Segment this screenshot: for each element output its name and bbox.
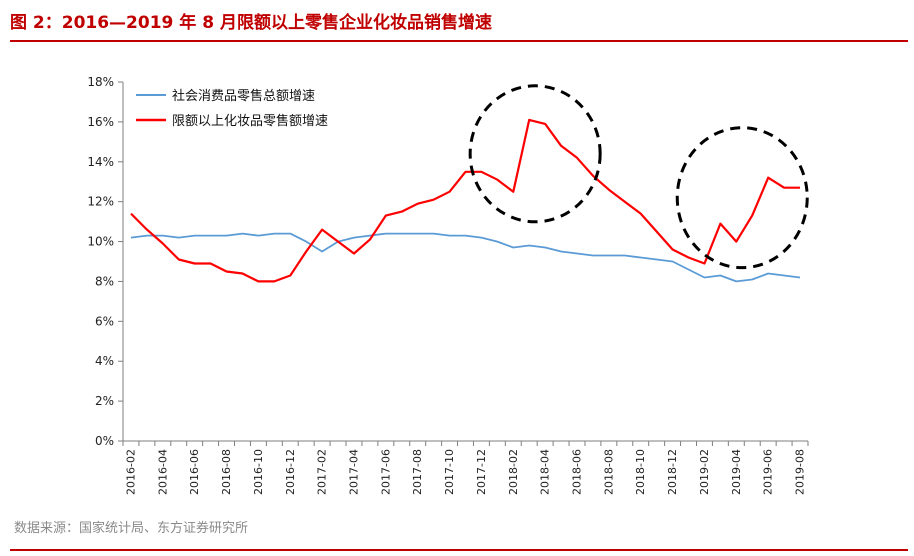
x-tick-label: 2019-08: [794, 449, 807, 495]
x-tick-label: 2016-02: [124, 449, 137, 495]
x-tick-label: 2018-06: [571, 449, 584, 495]
x-tick-label: 2018-12: [666, 449, 679, 495]
x-tick-label: 2016-06: [188, 449, 201, 495]
y-tick-label: 12%: [87, 195, 114, 209]
x-tick-label: 2018-02: [507, 449, 520, 495]
x-tick-label: 2018-10: [634, 449, 647, 495]
x-tick-label: 2017-12: [475, 449, 488, 495]
x-tick-label: 2017-10: [443, 449, 456, 495]
x-tick-label: 2019-04: [730, 449, 743, 495]
series-layer: [130, 118, 801, 283]
y-axis: 0% 2% 4% 6% 8% 10% 12% 14% 16% 18%: [87, 75, 124, 448]
annotation-layer: [468, 84, 809, 270]
dashed-circle-2018: [468, 84, 602, 224]
x-tick-label: 2017-08: [411, 449, 424, 495]
dashed-circle-2019: [675, 126, 809, 270]
x-tick-label: 2017-02: [316, 449, 329, 495]
x-tick-label: 2016-12: [284, 449, 297, 495]
x-tick-label: 2016-08: [220, 449, 233, 495]
data-source: 数据来源：国家统计局、东方证券研究所: [14, 521, 249, 536]
legend-label-series-1: 社会消费品零售总额增速: [172, 88, 315, 104]
y-tick-label: 0%: [95, 434, 114, 448]
x-tick-label: 2018-08: [602, 449, 615, 495]
series-line-1: [130, 232, 801, 283]
bottom-rule: [10, 549, 908, 551]
y-tick-label: 2%: [95, 394, 114, 408]
legend-label-series-2: 限额以上化妆品零售额增速: [172, 113, 328, 129]
y-tick-label: 14%: [87, 155, 114, 169]
series-line-2: [130, 118, 800, 283]
x-axis: 2016-02 2016-04 2016-06 2016-08 2016-10 2016-…: [122, 440, 809, 495]
y-tick-label: 4%: [95, 354, 114, 368]
x-tick-label: 2017-04: [347, 449, 360, 495]
y-tick-label: 6%: [95, 314, 114, 328]
y-tick-label: 16%: [87, 115, 114, 129]
x-tick-label: 2017-06: [379, 449, 392, 495]
x-tick-label: 2019-02: [698, 449, 711, 495]
y-tick-label: 8%: [95, 274, 114, 288]
x-tick-label: 2019-06: [762, 449, 775, 495]
figure-title: 图 2：2016—2019 年 8 月限额以上零售企业化妆品销售增速: [10, 13, 492, 33]
x-tick-label: 2018-04: [539, 449, 552, 495]
x-tick-label: 2016-04: [156, 449, 169, 495]
x-tick-label: 2016-10: [252, 449, 265, 495]
top-rule: [10, 40, 908, 42]
y-tick-label: 10%: [87, 235, 114, 249]
legend: 社会消费品零售总额增速 限额以上化妆品零售额增速: [136, 88, 328, 129]
y-tick-label: 18%: [87, 75, 114, 89]
